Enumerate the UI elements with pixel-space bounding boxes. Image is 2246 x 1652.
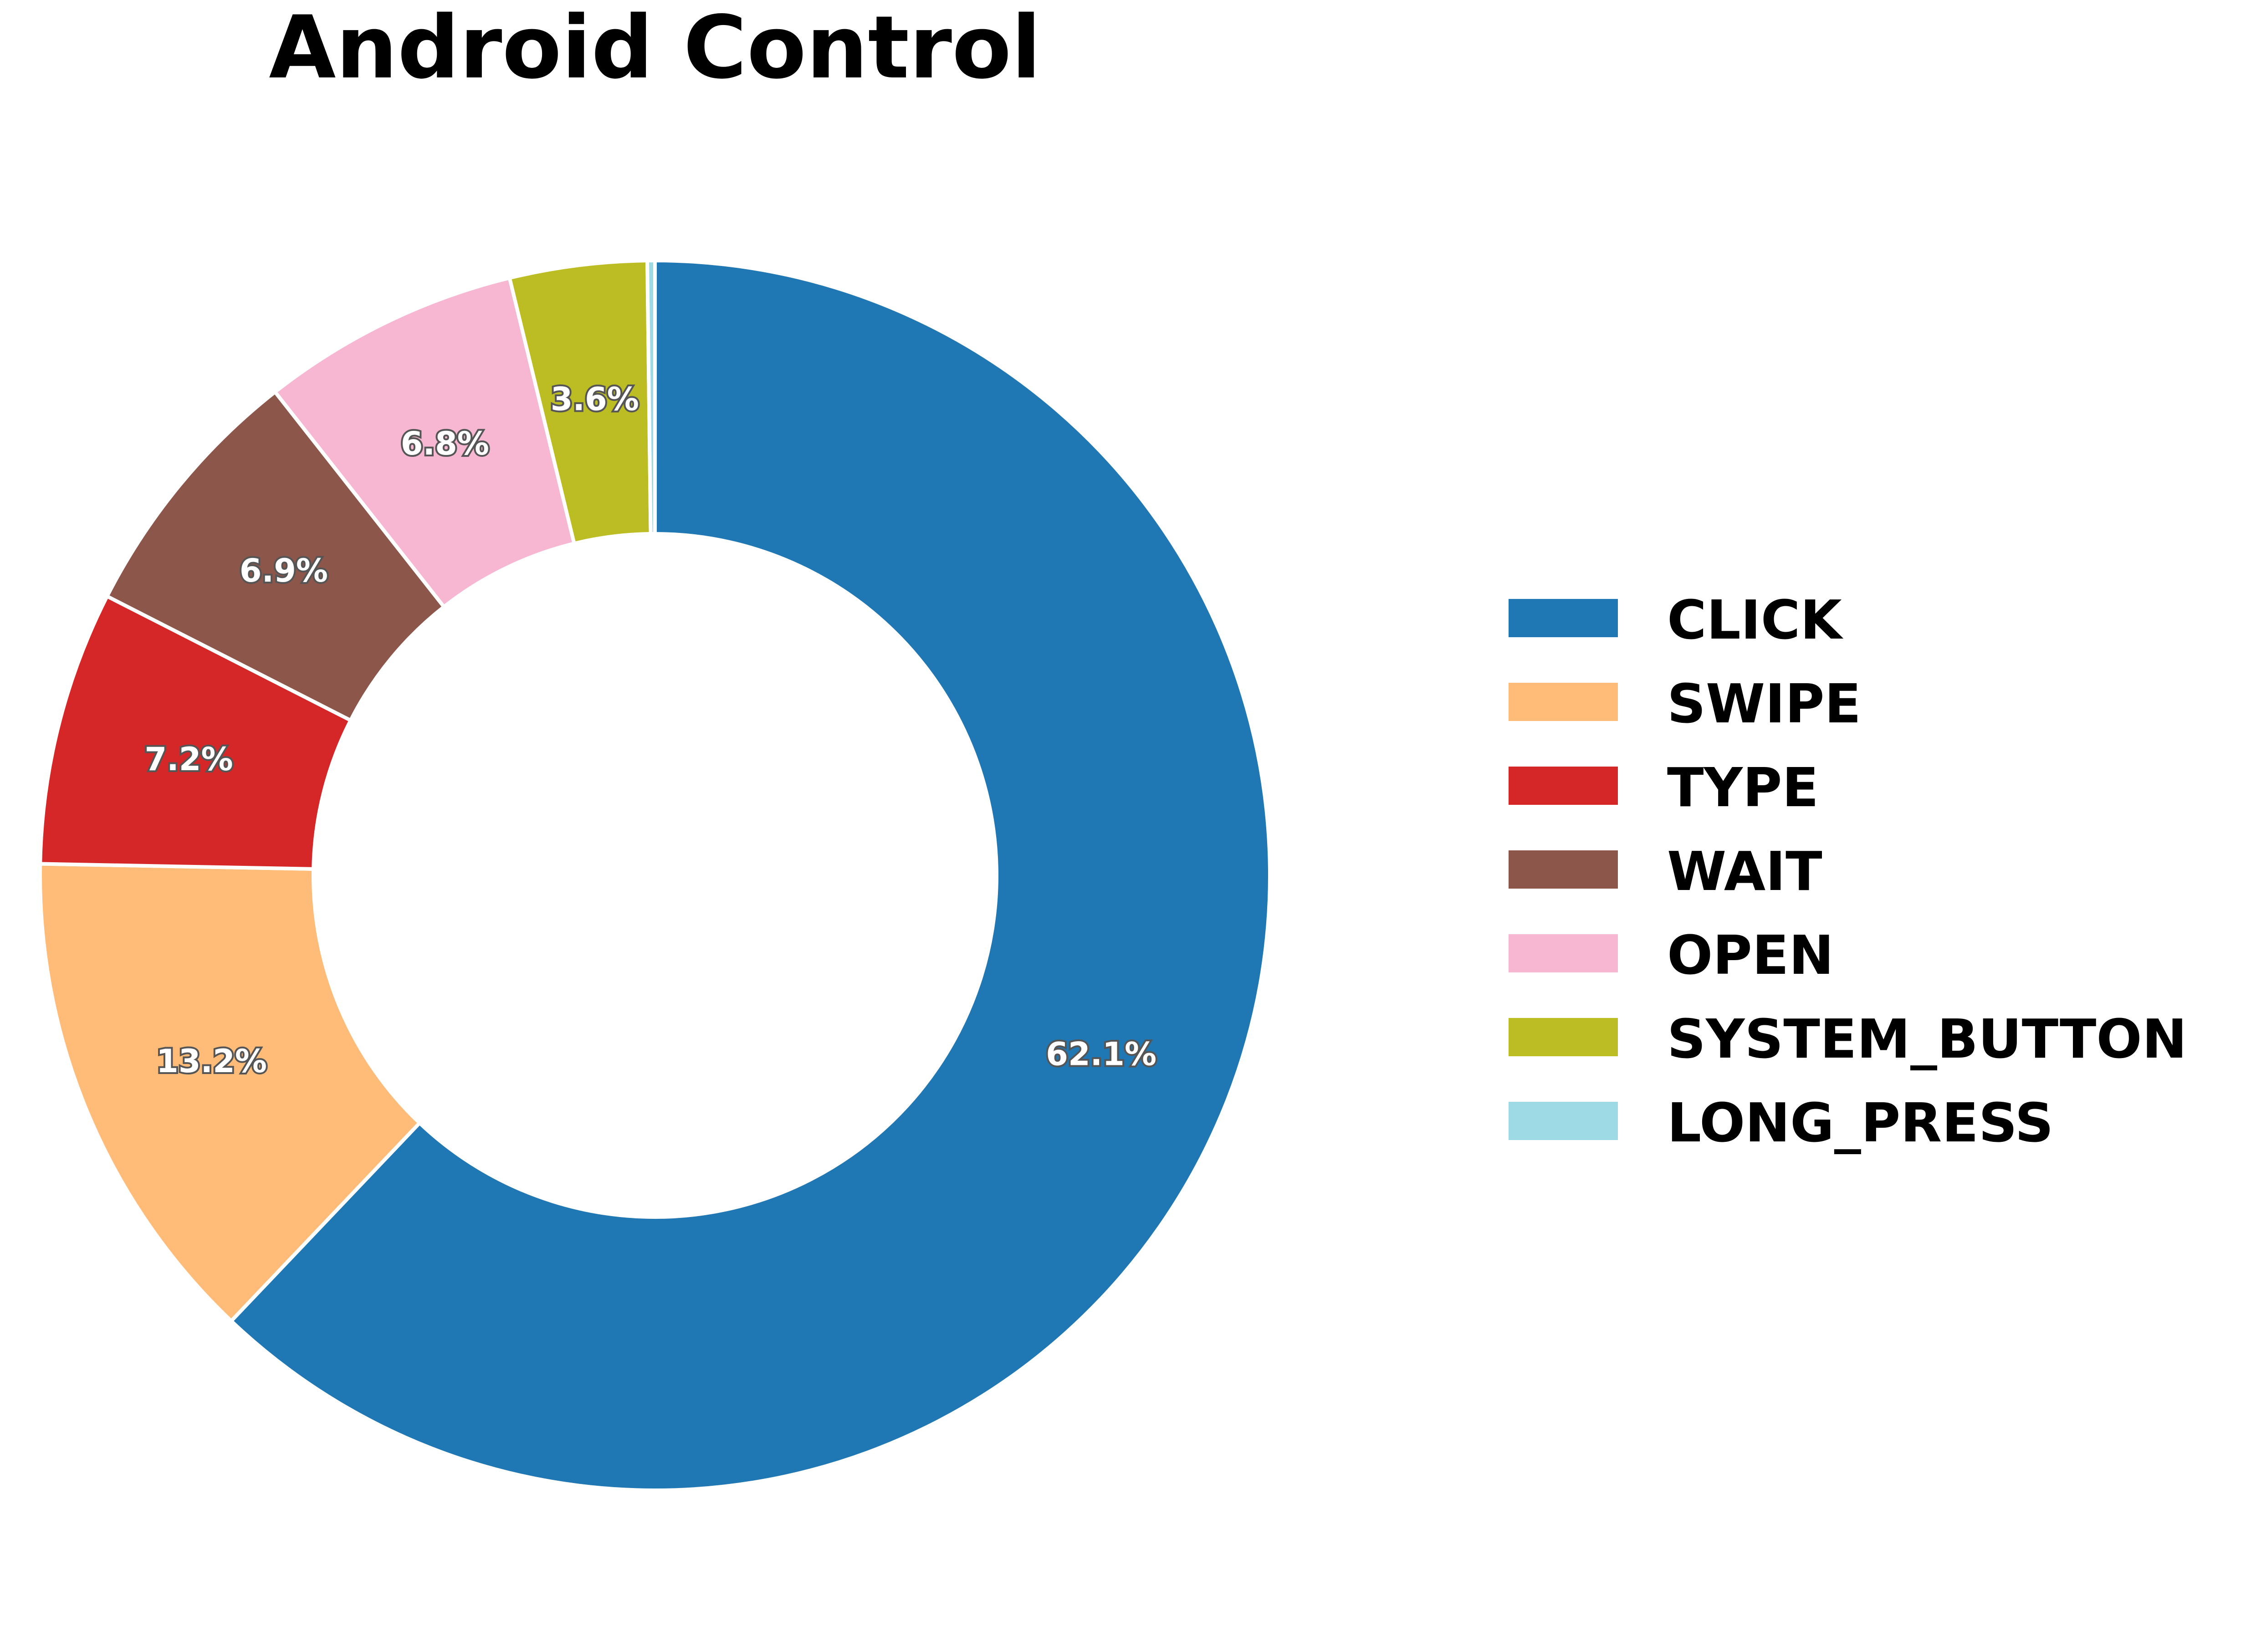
slice-label: 3.6%: [551, 380, 639, 418]
slice-labels: 62.1% 13.2% 7.2% 6.9% 6.8% 3.6%: [143, 378, 1158, 1081]
slices: [38, 258, 1272, 1492]
legend-label: SYSTEM_BUTTON: [1667, 1008, 2187, 1070]
slice-click: [229, 258, 1272, 1492]
slice-label: 7.2%: [144, 741, 233, 778]
slice-label: 62.1%: [1046, 1035, 1156, 1073]
slice-label: 13.2%: [156, 1043, 267, 1080]
legend-label: CLICK: [1667, 588, 1844, 651]
legend-swatch: [1509, 1102, 1618, 1140]
legend-label: TYPE: [1667, 756, 1819, 819]
slice-label: 6.8%: [401, 425, 489, 462]
legend-swatch: [1509, 767, 1618, 805]
slice-wait: [104, 389, 447, 723]
slice-long-press: [645, 258, 657, 536]
chart-title: Android Control: [269, 0, 1041, 98]
legend: CLICK SWIPE TYPE WAIT OPEN SYSTEM_BUTTON LONG_…: [1509, 588, 2187, 1154]
legend-swatch: [1509, 599, 1618, 637]
legend-label: SWIPE: [1667, 672, 1861, 735]
legend-swatch: [1509, 1018, 1618, 1056]
legend-label: LONG_PRESS: [1667, 1091, 2054, 1154]
legend-label: WAIT: [1667, 840, 1822, 903]
legend-swatch: [1509, 934, 1618, 972]
legend-swatch: [1509, 683, 1618, 721]
slice-type: [38, 593, 353, 871]
slice-swipe: [38, 862, 422, 1324]
slice-label: 6.9%: [240, 552, 328, 589]
legend-swatch: [1509, 850, 1618, 889]
legend-label: OPEN: [1667, 924, 1834, 987]
